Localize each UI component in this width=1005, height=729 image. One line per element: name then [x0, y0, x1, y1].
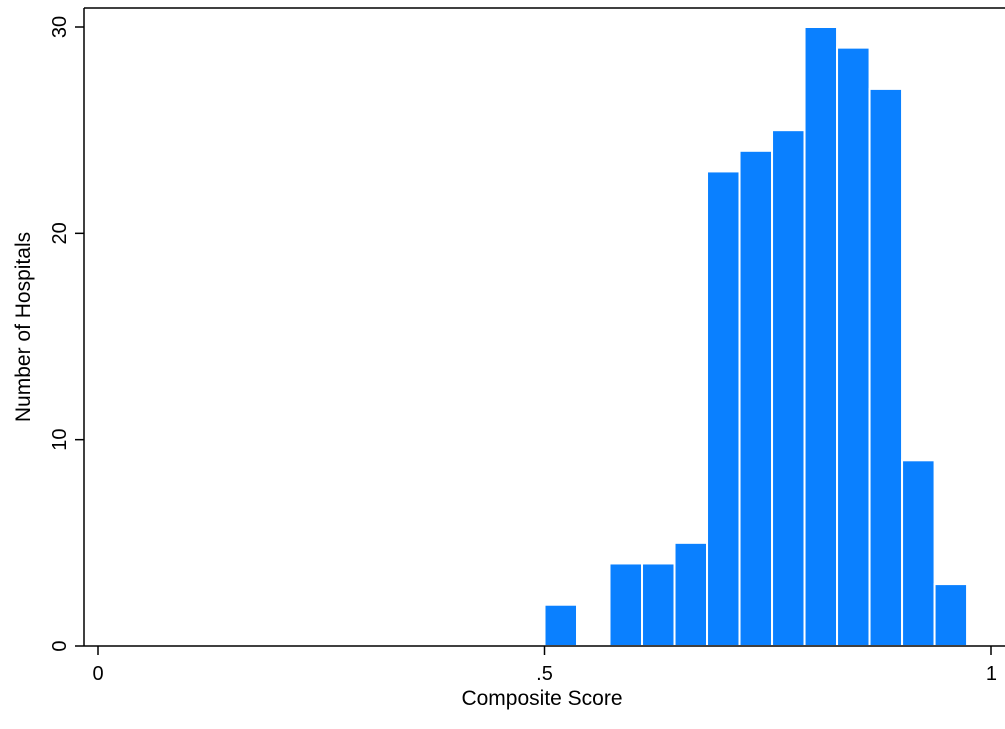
y-tick-label: 0 — [49, 640, 71, 651]
histogram-bar — [868, 87, 904, 647]
histogram-bar — [836, 46, 871, 647]
histogram-bar — [641, 562, 676, 647]
histogram-bar — [673, 541, 709, 648]
y-tick-label: 20 — [49, 222, 71, 244]
x-axis-label: Composite Score — [461, 687, 622, 710]
histogram-bar — [901, 459, 936, 647]
histogram-bar — [706, 170, 741, 647]
y-axis-label: Number of Hospitals — [12, 232, 35, 422]
histogram-bar — [803, 26, 839, 647]
histogram-bar — [608, 562, 644, 647]
x-tick-label: .5 — [536, 663, 553, 685]
y-axis-ticks: 0 10 20 30 — [49, 16, 84, 652]
x-tick-label: 1 — [986, 663, 997, 685]
histogram-bar — [738, 149, 774, 648]
bars-group — [543, 26, 969, 648]
histogram-bar — [543, 603, 579, 647]
y-tick-label: 10 — [49, 429, 71, 451]
y-tick-label: 30 — [49, 16, 71, 38]
histogram-bar — [771, 129, 806, 648]
histogram-bar — [933, 583, 969, 647]
x-axis-ticks: 0.5 1 — [92, 646, 997, 685]
x-tick-label: 0 — [92, 663, 103, 685]
